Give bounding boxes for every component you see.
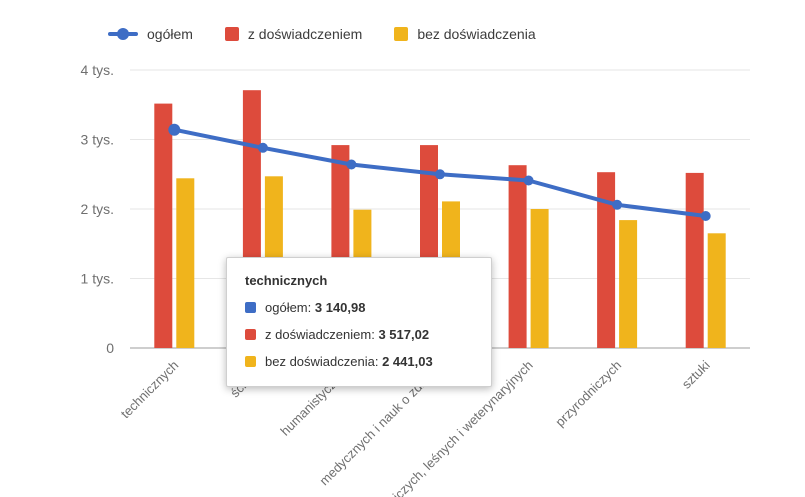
- x-tick-label: przyrodniczych: [552, 358, 624, 430]
- bar-series-marker-icon: [224, 27, 239, 41]
- tooltip-title: technicznych: [245, 273, 328, 288]
- tooltip-row-text: bez doświadczenia: 2 441,03: [265, 354, 433, 369]
- bar[interactable]: [508, 165, 527, 348]
- series-swatch-icon: [245, 329, 256, 340]
- bar[interactable]: [530, 209, 549, 348]
- tooltip-row-value: 3 140,98: [314, 300, 366, 315]
- legend-item-z-doswiadczeniem[interactable]: z doświadczeniem: [224, 26, 363, 42]
- line-point[interactable]: [435, 169, 445, 180]
- tooltip-row-value: 2 441,03: [382, 354, 433, 369]
- line-point[interactable]: [168, 123, 181, 136]
- chart-legend: ogółem z doświadczeniem bez doświadczeni…: [108, 26, 536, 42]
- y-tick-label: 1 tys.: [81, 271, 114, 287]
- tooltip: technicznych ogółem: 3 140,98 z doświadc…: [226, 257, 492, 387]
- x-tick-label: sztuki: [679, 357, 713, 391]
- bar-series-marker-icon: [394, 27, 409, 41]
- tooltip-row-value: 3 517,02: [378, 327, 430, 342]
- tooltip-row-text: ogółem: 3 140,98: [265, 300, 365, 315]
- line-point[interactable]: [612, 199, 623, 210]
- line-point[interactable]: [523, 175, 534, 186]
- bar[interactable]: [619, 220, 638, 348]
- y-tick-label: 4 tys.: [81, 62, 114, 78]
- legend-label-z-doswiadczeniem: z doświadczeniem: [247, 26, 363, 42]
- y-tick-label: 0: [106, 340, 114, 356]
- bar[interactable]: [154, 103, 173, 348]
- x-tick-label: technicznych: [118, 358, 182, 422]
- y-tick-label: 2 tys.: [81, 201, 114, 217]
- legend-item-ogolem[interactable]: ogółem: [108, 26, 193, 42]
- line-point[interactable]: [346, 159, 357, 170]
- y-tick-label: 3 tys.: [81, 132, 114, 148]
- bar[interactable]: [597, 172, 616, 348]
- legend-label-ogolem: ogółem: [147, 26, 193, 42]
- line-point[interactable]: [700, 211, 711, 221]
- tooltip-row-label: ogółem:: [265, 300, 312, 315]
- tooltip-row: ogółem: 3 140,98: [245, 300, 473, 315]
- tooltip-row-label: z doświadczeniem:: [265, 327, 375, 342]
- series-swatch-icon: [245, 302, 256, 313]
- bar[interactable]: [176, 178, 195, 348]
- bar[interactable]: [685, 172, 704, 348]
- line-series-marker-icon: [108, 32, 138, 36]
- tooltip-row: bez doświadczenia: 2 441,03: [245, 354, 473, 369]
- bar[interactable]: [707, 233, 726, 348]
- tooltip-row-label: bez doświadczenia:: [265, 354, 379, 369]
- tooltip-row-text: z doświadczeniem: 3 517,02: [265, 327, 429, 342]
- legend-item-bez-doswiadczenia[interactable]: bez doświadczenia: [394, 26, 536, 42]
- tooltip-row: z doświadczeniem: 3 517,02: [245, 327, 473, 342]
- series-swatch-icon: [245, 356, 256, 367]
- line-point[interactable]: [257, 142, 268, 153]
- legend-label-bez-doswiadczenia: bez doświadczenia: [417, 26, 536, 42]
